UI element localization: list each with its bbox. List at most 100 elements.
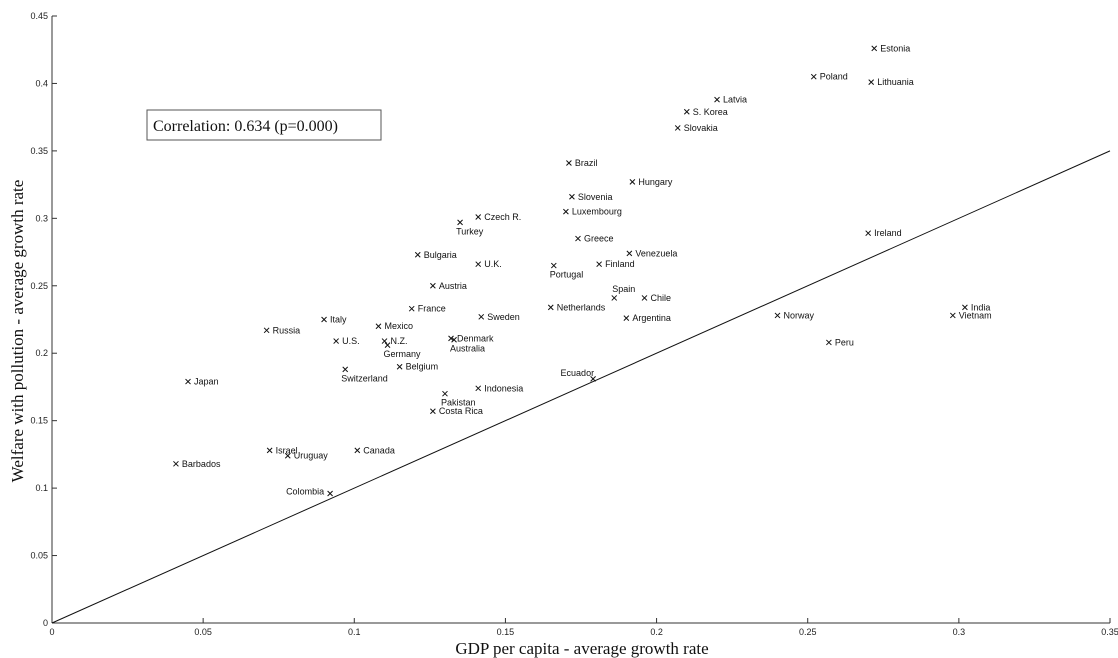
point-marker (475, 385, 482, 392)
point-label: Luxembourg (572, 207, 622, 217)
data-point: Japan (185, 377, 219, 387)
point-marker (284, 452, 291, 459)
point-label: France (418, 304, 446, 314)
point-label: Argentina (632, 313, 671, 323)
point-marker (396, 363, 403, 370)
point-label: Hungary (638, 177, 673, 187)
point-marker (333, 338, 340, 344)
data-point: Lithuania (868, 77, 914, 87)
point-label: Finland (605, 259, 635, 269)
annotation-text: Correlation: 0.634 (p=0.000) (153, 118, 338, 135)
data-point: Greece (575, 234, 613, 244)
point-marker (871, 45, 878, 52)
annotation-box (146, 109, 382, 141)
point-marker (641, 295, 648, 301)
point-label: Russia (273, 325, 301, 335)
data-point: France (408, 304, 446, 314)
point-label: Denmark (457, 333, 494, 343)
data-point: Sweden (478, 312, 520, 322)
point-label: Slovakia (684, 123, 718, 133)
point-marker (448, 335, 454, 342)
point-label: Indonesia (484, 383, 523, 393)
point-label: Barbados (182, 459, 221, 469)
point-label: Spain (612, 284, 635, 294)
y-tick-label: 0.45 (30, 11, 48, 21)
data-point: Canada (354, 445, 395, 455)
data-point: Turkey (456, 219, 484, 236)
point-marker (478, 313, 485, 320)
point-marker (596, 261, 602, 268)
data-point: Luxembourg (563, 207, 622, 217)
point-marker (865, 230, 872, 237)
point-marker (569, 193, 575, 200)
point-marker (623, 315, 630, 322)
point-marker (342, 366, 349, 373)
x-axis-label: GDP per capita - average growth rate (455, 639, 708, 658)
point-label: Ecuador (561, 368, 595, 378)
point-label: Sweden (487, 312, 520, 322)
x-tick-label: 0.15 (497, 627, 515, 637)
point-marker (430, 282, 436, 289)
correlation-annotation: Correlation: 0.634 (p=0.000) (146, 109, 382, 141)
y-tick-label: 0.15 (30, 416, 48, 426)
point-label: Canada (363, 445, 395, 455)
data-point: Estonia (871, 43, 910, 53)
data-point: Australia (450, 336, 485, 354)
y-tick-label: 0.35 (30, 146, 48, 156)
data-point: Vietnam (949, 310, 992, 320)
y-axis-label: Welfare with pollution - average growth … (8, 180, 27, 483)
data-point: U.K. (475, 259, 502, 269)
point-label: Poland (820, 72, 848, 82)
data-point: Italy (321, 315, 347, 325)
point-label: Switzerland (341, 373, 388, 383)
data-point: Bulgaria (414, 250, 457, 260)
data-point: Spain (611, 284, 635, 301)
point-marker (626, 250, 633, 257)
point-label: Brazil (575, 158, 598, 168)
point-marker (629, 179, 636, 185)
point-marker (810, 73, 817, 80)
point-label: Colombia (286, 487, 324, 497)
data-point: Brazil (566, 158, 597, 168)
point-label: Ireland (874, 228, 902, 238)
data-point: Uruguay (284, 451, 329, 461)
data-point: U.S. (333, 336, 360, 346)
point-marker (611, 295, 618, 301)
y-tick-label: 0.1 (35, 483, 48, 493)
point-label: U.S. (342, 336, 360, 346)
point-label: Chile (650, 293, 671, 303)
data-points: Estonia Poland Lithuania Latvia S. Korea Slov… (173, 43, 992, 497)
data-point: Indonesia (475, 383, 523, 393)
y-tick-label: 0.2 (35, 348, 48, 358)
data-point: Belgium (396, 362, 438, 372)
point-marker (375, 323, 382, 330)
point-label: Venezuela (635, 248, 677, 258)
point-marker (475, 261, 482, 268)
point-marker (457, 219, 463, 226)
point-marker (563, 208, 569, 215)
x-tick-label: 0 (49, 627, 54, 637)
point-label: Bulgaria (424, 250, 457, 260)
point-label: Lithuania (877, 77, 914, 87)
point-marker (414, 251, 421, 258)
data-point: Slovenia (569, 192, 612, 202)
point-marker (173, 460, 179, 467)
point-label: Uruguay (294, 451, 329, 461)
point-label: S. Korea (693, 107, 728, 117)
data-point: Netherlands (547, 302, 606, 312)
point-label: N.Z. (391, 336, 408, 346)
y-tick-label: 0.25 (30, 281, 48, 291)
point-marker (962, 304, 968, 311)
point-marker (442, 390, 448, 397)
point-label: Australia (450, 344, 485, 354)
data-point: Austria (430, 281, 467, 291)
point-label: Norway (783, 310, 814, 320)
x-tick-label: 0.2 (650, 627, 663, 637)
y-tick-label: 0.3 (35, 213, 48, 223)
point-label: Italy (330, 315, 347, 325)
data-point: Ireland (865, 228, 902, 238)
y-tick-label: 0 (43, 618, 48, 628)
point-label: Germany (384, 349, 422, 359)
data-point: Peru (826, 337, 854, 347)
